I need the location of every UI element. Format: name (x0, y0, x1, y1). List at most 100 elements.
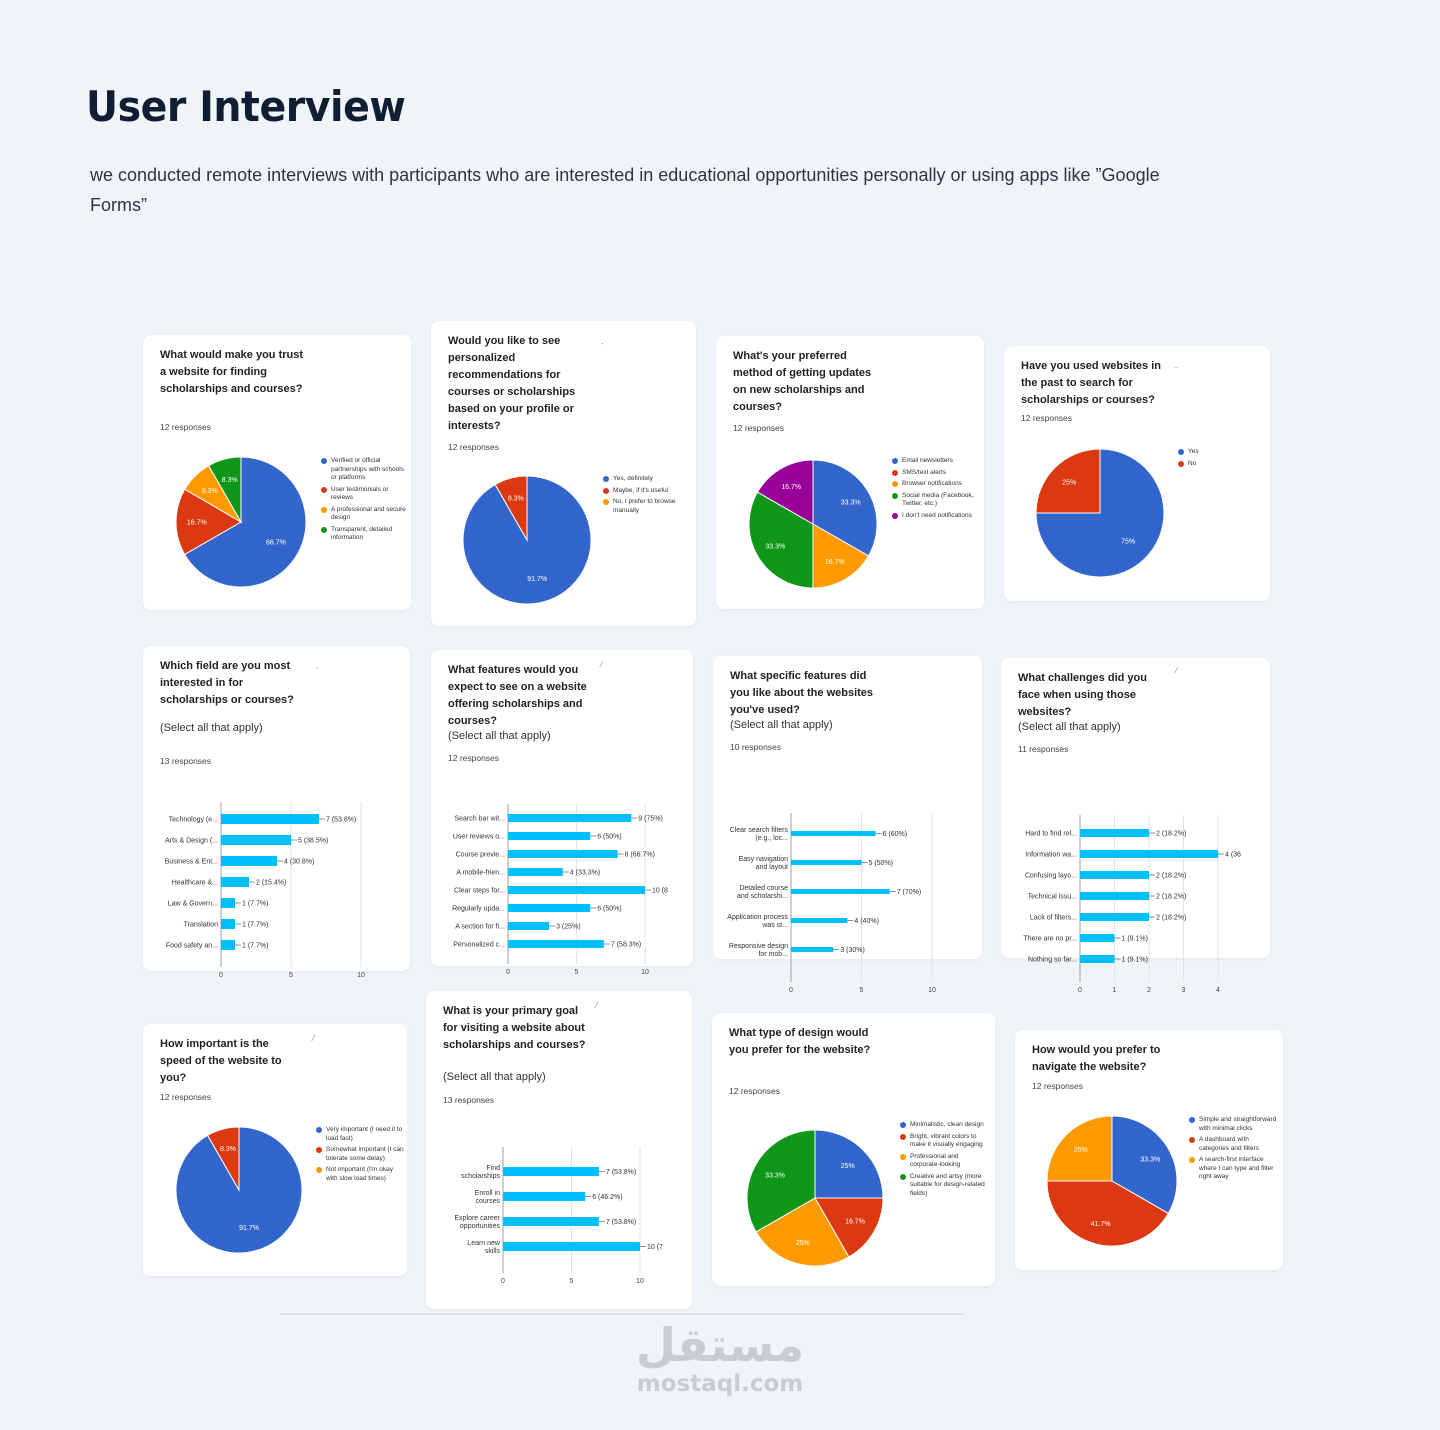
value-label: 10 (8 (652, 888, 668, 895)
slice-label: 25% (1074, 1147, 1088, 1154)
x-tick-label: 3 (1182, 987, 1186, 994)
legend-label: Yes (1188, 448, 1199, 455)
legend-item: Creative and artsy (more suitable for de… (900, 1173, 988, 1199)
category-label: Law & Govern... (168, 901, 218, 908)
category-label: Find scholarships (461, 1165, 500, 1180)
legend-item: No, I prefer to browse manually (603, 498, 691, 515)
legend-item: A dashboard with categories and filters (1189, 1136, 1277, 1153)
legend-label: User testimonials or reviews (331, 485, 389, 502)
slice-label: 16.7% (845, 1219, 865, 1226)
legend-label: Verified or official partnerships with s… (331, 457, 404, 481)
value-label: 6 (60%) (883, 831, 908, 838)
slice-label: 75% (1121, 539, 1135, 546)
intro-text: we conducted remote interviews with part… (90, 165, 1160, 215)
legend-item: User testimonials or reviews (321, 486, 409, 503)
value-label: 7 (58.3%) (611, 942, 641, 949)
response-count: 13 responses (443, 1095, 495, 1105)
bar-chart: 0 1 2 3 4 Hard to find rel... 2 (18.2%) Informa… (1023, 815, 1241, 994)
category-label: There are no pr... (1023, 936, 1077, 943)
value-label: 1 (7.7%) (242, 922, 268, 929)
menu-icon[interactable]: - (601, 339, 604, 348)
pie-slice (1035, 448, 1101, 514)
legend-item: Yes (1178, 448, 1266, 457)
value-label: 2 (18.2%) (1156, 831, 1186, 838)
value-label: 4 (30.8%) (284, 859, 314, 866)
pie-chart: 33.3% 41.7% 25% (1046, 1115, 1178, 1247)
category-label: Personalized c... (453, 942, 505, 949)
value-label: 5 (50%) (869, 860, 894, 867)
legend-label: Not important (I'm okay with slow load t… (326, 1166, 393, 1182)
menu-icon[interactable]: ⁄ (1176, 666, 1178, 675)
value-label: 5 (38.5%) (298, 838, 328, 845)
legend-swatch (892, 481, 898, 487)
question-title: How important is the speed of the websit… (160, 1038, 282, 1084)
legend-item: Somewhat important (I can tolerate some … (316, 1146, 404, 1163)
bar (508, 904, 591, 912)
chart-legend: Email newsletters SMS/text alerts Browser … (892, 457, 980, 523)
bar (508, 814, 632, 822)
question-title: What features would you expect to see on… (448, 664, 587, 727)
chart-legend: Minimalistic, clean design Bright, vibran… (900, 1121, 988, 1201)
pie-slice (1046, 1180, 1170, 1247)
legend-label: Maybe, if it's useful (613, 486, 669, 494)
bar (508, 940, 604, 948)
legend-item: Social media (Facebook, Twitter, etc.) (892, 492, 980, 509)
pie-slice (1046, 1115, 1113, 1182)
bar (221, 814, 319, 824)
bar (221, 877, 249, 887)
value-label: 4 (36 (1225, 852, 1241, 859)
category-label: Information wa... (1025, 852, 1077, 859)
slice-label: 8.3% (220, 1146, 236, 1153)
menu-icon[interactable]: ⁄ (596, 1001, 598, 1010)
category-label: Food safety an... (166, 943, 218, 950)
legend-swatch (321, 486, 327, 493)
menu-icon[interactable]: ⁄ (313, 1034, 315, 1043)
legend-swatch (1189, 1117, 1195, 1123)
value-label: 6 (46.2%) (592, 1194, 622, 1201)
chart-card-field: Which field are you most interested in f… (143, 646, 410, 979)
pie-slice (814, 1197, 884, 1258)
legend-item: Minimalistic, clean design (900, 1121, 988, 1130)
bar (221, 898, 235, 908)
chart-card-speed: How important is the speed of the websit… (143, 1024, 407, 1276)
legend-item: Yes, definitely (603, 475, 691, 484)
pie-slice (814, 1129, 884, 1199)
pie-slice (748, 491, 814, 589)
legend-label: Minimalistic, clean design (910, 1121, 984, 1128)
x-tick-label: 10 (641, 969, 649, 976)
menu-icon[interactable]: ⁄ (601, 660, 603, 669)
slice-label: 66.7% (266, 540, 286, 547)
legend-swatch (316, 1127, 322, 1133)
question-title: What would make you trust a website for … (160, 349, 304, 395)
pie-chart: 33.3% 16.7% 33.3% 16.7% (748, 459, 878, 589)
legend-swatch (603, 476, 609, 482)
category-label: Healthcare &... (172, 880, 218, 887)
bar-chart: 0 5 10 Clear search filters (e.g., loc... 6 (… (727, 813, 936, 994)
legend-label: Transparent, detailed information (331, 525, 393, 542)
bar (1080, 934, 1115, 942)
menu-icon[interactable]: ⁻ (1174, 364, 1179, 373)
bar (503, 1167, 599, 1176)
category-label: Enroll in courses (475, 1190, 501, 1205)
question-subtitle: (Select all that apply) (1018, 721, 1121, 733)
bar-chart: 0 5 10 Technology (e... 7 (53.8%) Arts & Desi… (165, 802, 365, 979)
bar (791, 860, 862, 865)
legend-item: Simple and straightforward with minimal … (1189, 1116, 1277, 1133)
slice-label: 33.3% (765, 1172, 785, 1179)
response-count: 12 responses (1032, 1081, 1084, 1091)
legend-item: Professional and corporate-looking (900, 1153, 988, 1170)
pie-slice (183, 456, 307, 588)
chart-card-primary-goal: What is your primary goal for visiting a… (426, 991, 692, 1309)
pie-slice (1035, 448, 1165, 578)
legend-item: Transparent, detailed information (321, 526, 409, 543)
pie-slice (175, 488, 242, 556)
bar (791, 889, 890, 894)
bar (1080, 913, 1149, 921)
response-count: 12 responses (733, 423, 785, 433)
menu-icon[interactable]: ⁻ (315, 664, 320, 673)
legend-label: A professional and secure design (331, 505, 406, 522)
bar (791, 831, 876, 836)
category-label: Confusing layo... (1025, 873, 1077, 880)
question-title: How would you prefer to navigate the web… (1032, 1044, 1161, 1073)
legend-swatch (900, 1133, 906, 1140)
